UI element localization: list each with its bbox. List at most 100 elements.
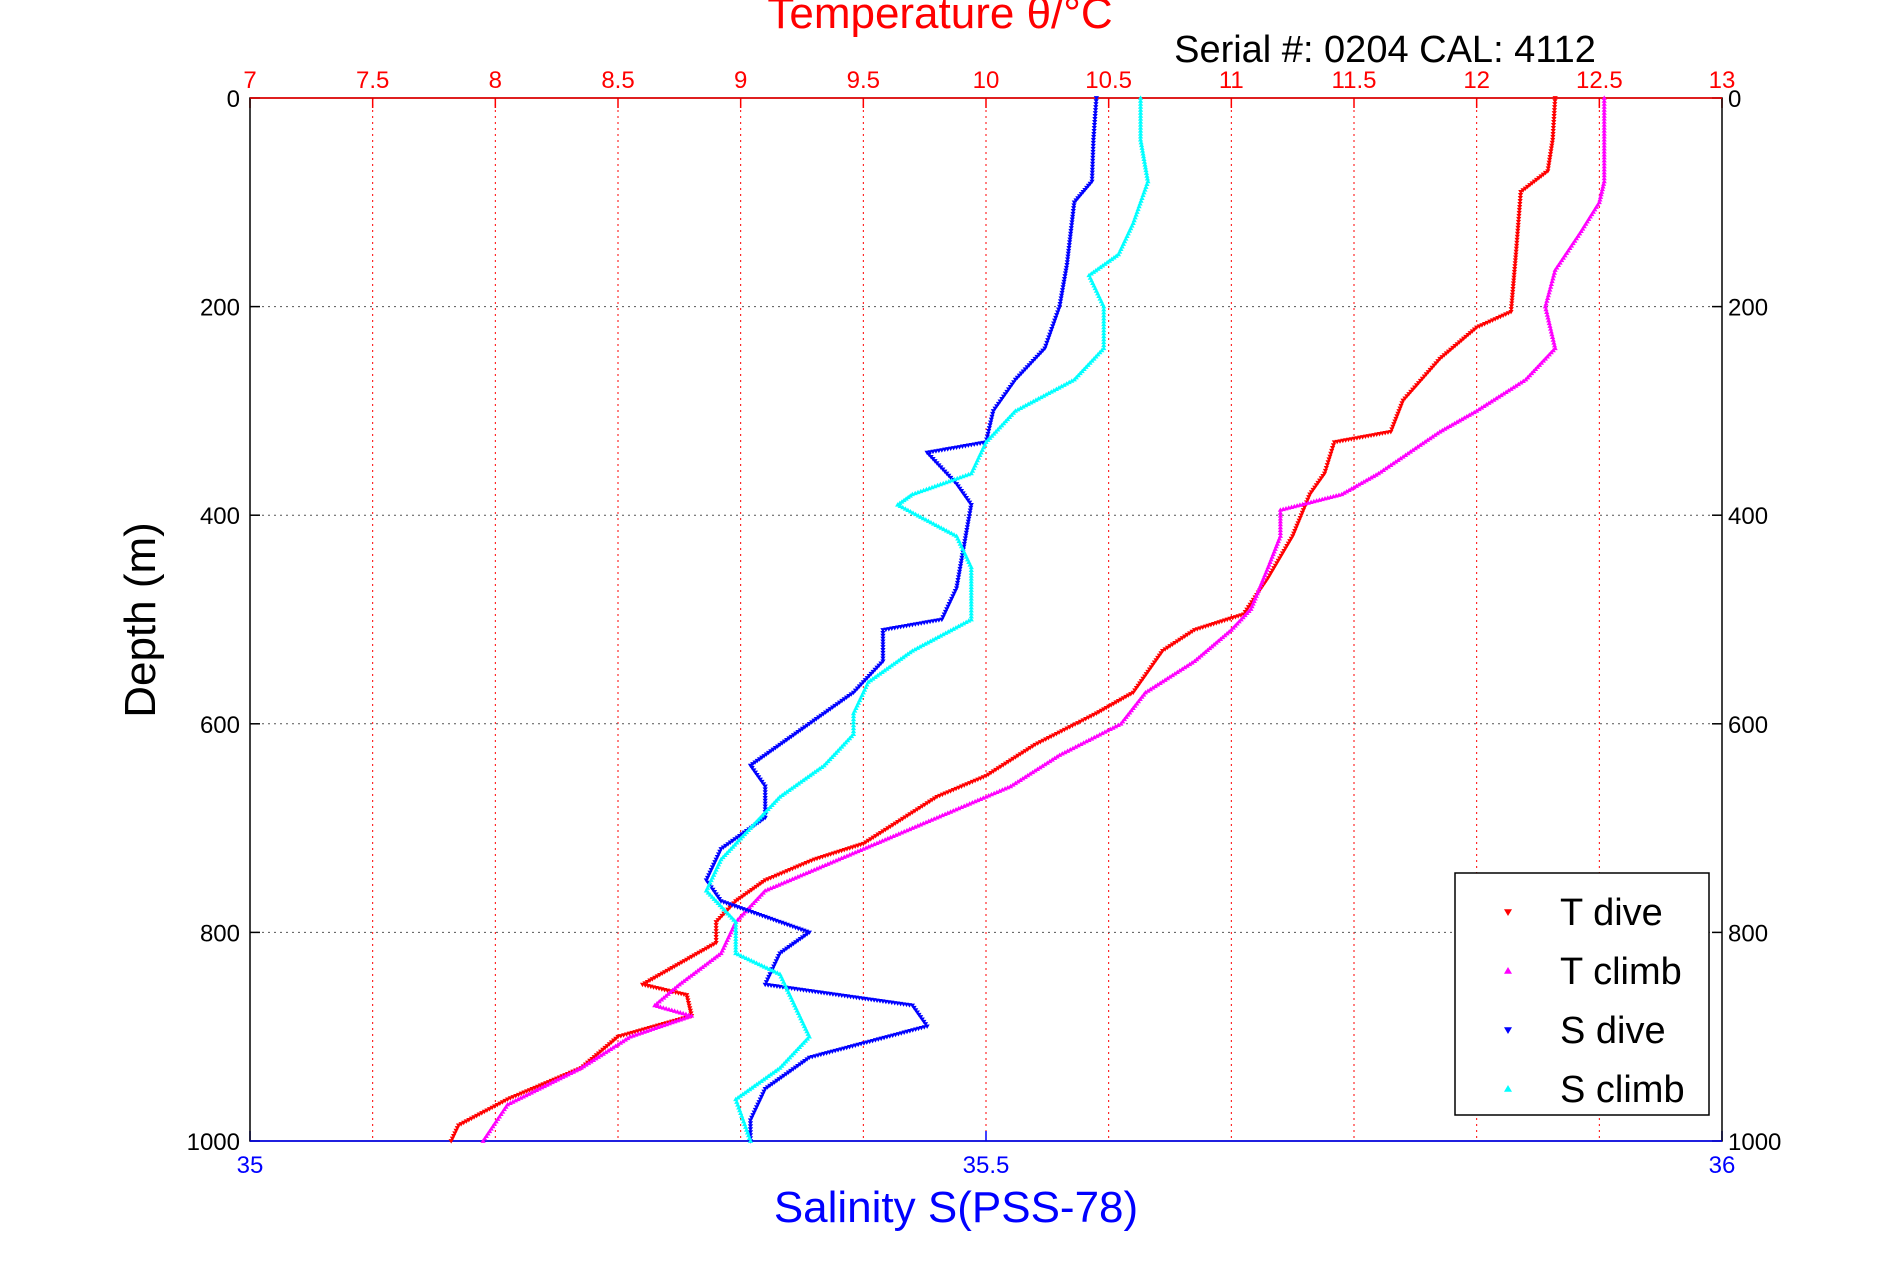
data-point xyxy=(1101,321,1107,327)
data-point xyxy=(832,703,838,709)
data-point xyxy=(1135,683,1141,689)
data-point xyxy=(871,841,877,847)
data-point xyxy=(960,473,966,479)
data-point xyxy=(1077,719,1083,725)
data-point xyxy=(1007,783,1014,789)
data-point xyxy=(784,946,790,952)
data-point xyxy=(492,1104,498,1109)
data-point xyxy=(713,938,719,943)
data-point xyxy=(1150,685,1156,690)
data-point xyxy=(1083,738,1089,744)
data-point xyxy=(1034,766,1041,771)
data-point xyxy=(919,1017,925,1022)
data-point xyxy=(964,802,970,807)
data-point xyxy=(1363,477,1369,483)
data-point xyxy=(877,671,883,676)
data-point xyxy=(983,794,989,799)
data-point xyxy=(1053,731,1059,737)
data-point xyxy=(1092,108,1099,113)
top-tick-label: 9.5 xyxy=(847,67,880,94)
top-tick-label: 10.5 xyxy=(1085,67,1132,94)
data-point xyxy=(950,808,956,813)
data-point xyxy=(1515,219,1522,225)
data-point xyxy=(867,677,874,683)
data-point xyxy=(1037,740,1043,745)
data-point xyxy=(1137,128,1144,133)
data-point xyxy=(777,742,783,748)
data-point xyxy=(770,747,776,753)
data-point xyxy=(735,1102,741,1107)
data-point xyxy=(902,815,908,820)
data-point xyxy=(818,713,824,719)
data-point xyxy=(895,502,901,507)
data-point xyxy=(704,875,711,881)
data-point xyxy=(1601,169,1607,175)
data-point xyxy=(784,869,790,874)
series-s-climb xyxy=(703,95,1151,1143)
data-point xyxy=(507,1100,513,1106)
data-point xyxy=(747,1121,754,1126)
data-point xyxy=(797,936,803,942)
data-point xyxy=(1005,784,1011,790)
data-point xyxy=(916,1012,922,1018)
data-point xyxy=(806,930,812,935)
data-point xyxy=(1481,403,1487,409)
data-point xyxy=(912,490,918,496)
data-point xyxy=(1543,306,1549,312)
data-point xyxy=(746,956,752,962)
data-point xyxy=(765,977,771,982)
data-point xyxy=(827,707,833,712)
data-point xyxy=(1550,125,1557,131)
series-s-dive xyxy=(703,96,1099,1144)
data-point xyxy=(1064,260,1070,265)
data-point xyxy=(954,583,960,589)
data-point xyxy=(479,1111,485,1116)
data-point xyxy=(1101,318,1107,324)
data-series xyxy=(448,95,1607,1144)
data-point xyxy=(1091,131,1097,137)
data-point xyxy=(1601,116,1607,121)
data-point xyxy=(733,947,739,953)
data-point xyxy=(1137,134,1144,139)
data-point xyxy=(676,981,682,987)
data-point xyxy=(918,514,924,519)
data-point xyxy=(963,472,969,478)
data-point xyxy=(1152,683,1158,689)
data-point xyxy=(1514,240,1520,246)
data-point xyxy=(466,1118,472,1123)
data-point xyxy=(603,1049,609,1055)
data-point xyxy=(747,1130,754,1135)
data-point xyxy=(1179,636,1185,641)
data-point xyxy=(674,1009,681,1014)
data-point xyxy=(936,523,942,529)
data-point xyxy=(961,803,967,808)
data-point xyxy=(1101,327,1107,333)
data-point xyxy=(544,1082,550,1087)
data-point xyxy=(1143,184,1149,189)
data-point xyxy=(1597,194,1604,199)
data-point xyxy=(954,475,960,481)
data-point xyxy=(1054,313,1060,318)
data-point xyxy=(1020,750,1026,756)
data-point xyxy=(706,959,713,964)
data-point xyxy=(630,1033,636,1038)
data-point xyxy=(1137,137,1144,142)
data-point xyxy=(980,775,986,780)
data-point xyxy=(1492,317,1498,322)
data-point xyxy=(1548,329,1554,334)
data-point xyxy=(1051,321,1057,326)
data-point xyxy=(633,1032,639,1037)
data-point xyxy=(1062,274,1068,279)
data-point xyxy=(1070,214,1076,220)
data-point xyxy=(945,604,951,610)
data-point xyxy=(665,991,671,996)
data-point xyxy=(1489,318,1496,323)
data-point xyxy=(1110,701,1117,707)
data-point xyxy=(1601,128,1607,133)
data-point xyxy=(1135,206,1141,212)
data-point xyxy=(1597,197,1603,202)
data-point xyxy=(1140,676,1146,682)
data-point xyxy=(1041,393,1047,398)
data-point xyxy=(1358,480,1364,486)
data-point xyxy=(709,865,716,870)
